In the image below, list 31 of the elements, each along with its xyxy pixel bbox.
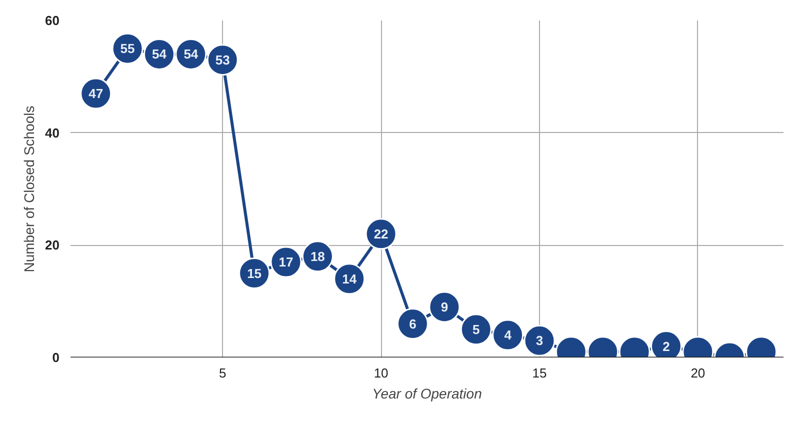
point: [396, 308, 428, 340]
y-tick-label: 60: [45, 13, 60, 28]
data-label: 6: [409, 316, 416, 332]
point: [492, 319, 524, 351]
data-label: 54: [184, 46, 199, 62]
data-label: 47: [88, 86, 104, 102]
point: [524, 324, 556, 356]
y-tick-label: 40: [45, 125, 60, 140]
data-label: 53: [215, 52, 230, 68]
data-label: 17: [278, 254, 294, 270]
y-tick-label: 0: [52, 350, 60, 365]
data-label: 22: [374, 226, 388, 242]
data-label: 4: [504, 328, 512, 343]
data-label: 2: [662, 338, 670, 354]
data-label: 5: [472, 322, 480, 337]
data-label: 14: [342, 271, 358, 286]
y-tick-label: 20: [45, 238, 60, 253]
data-label: 9: [440, 299, 448, 314]
data-label: 18: [310, 248, 325, 264]
data-label: 15: [247, 266, 262, 281]
y-axis-title: Number of Closed Schools: [21, 106, 38, 272]
x-tick-label: 10: [374, 366, 388, 380]
point: [460, 314, 492, 346]
x-axis-title: Year of Operation: [372, 386, 482, 402]
x-tick-label: 15: [532, 366, 547, 380]
x-tick-label: 20: [690, 366, 706, 380]
x-tick-label: 5: [218, 366, 226, 380]
data-label: 3: [536, 333, 544, 348]
data-label: 55: [120, 41, 135, 56]
data-label: 54: [152, 46, 168, 62]
point: [428, 291, 460, 323]
